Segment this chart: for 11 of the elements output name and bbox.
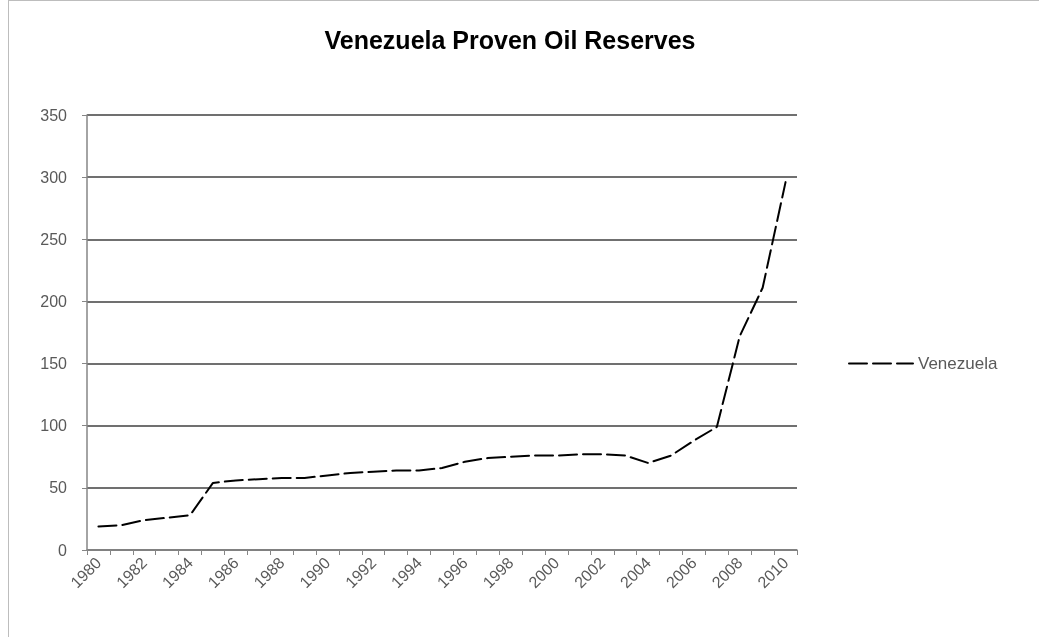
y-tick-label: 300 (40, 168, 68, 186)
y-tick-label: 100 (40, 417, 68, 435)
y-tick-label: 0 (58, 541, 68, 559)
legend-label: Venezuela (918, 354, 998, 373)
y-tick-label: 150 (40, 355, 68, 373)
y-tick-label: 250 (40, 230, 68, 248)
y-tick-label: 50 (49, 479, 68, 497)
y-tick-label: 350 (40, 106, 68, 124)
line-series (97, 181, 787, 528)
y-tick-label: 200 (40, 292, 68, 310)
chart-title: Venezuela Proven Oil Reserves (324, 25, 696, 54)
